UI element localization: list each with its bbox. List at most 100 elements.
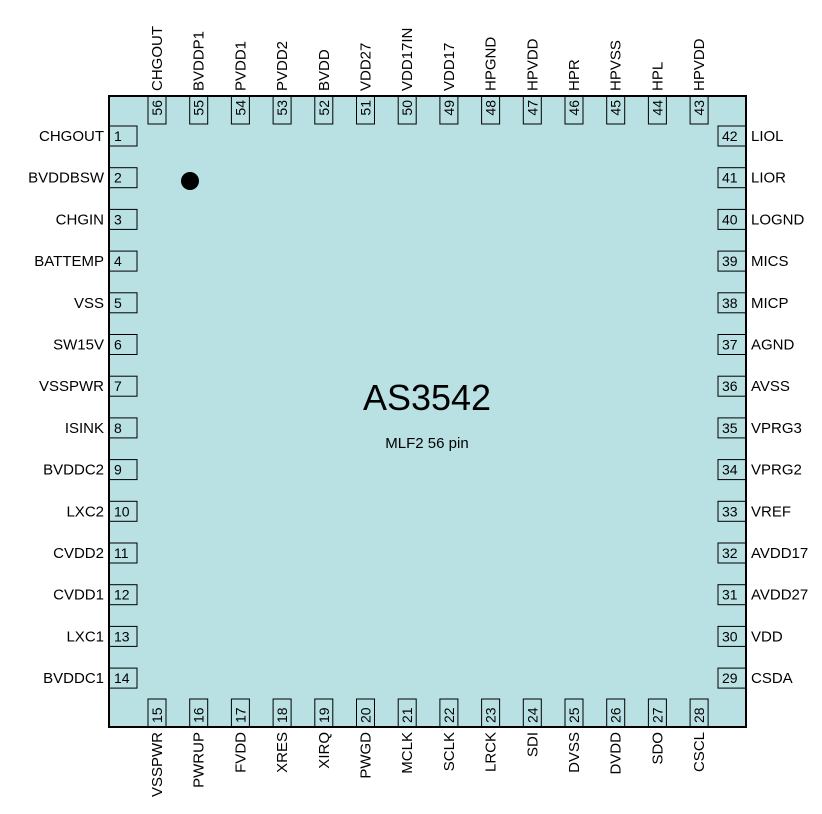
pin-25: 25 DVSS — [564, 698, 584, 773]
pin-pad — [717, 584, 747, 606]
pin-number: 43 — [691, 100, 707, 116]
pin-15: 15 VSSPWR — [147, 698, 167, 797]
pin-number: 29 — [722, 670, 738, 686]
pin-name: VSSPWR — [39, 378, 104, 395]
pin-name: PVDD2 — [274, 41, 291, 91]
pin-pad — [108, 500, 138, 522]
pin-pad — [108, 167, 138, 189]
pin-number: 48 — [483, 100, 499, 116]
pin-name: CHGOUT — [149, 26, 166, 91]
pin-name: CVDD1 — [53, 587, 104, 604]
pin-pad — [397, 95, 417, 125]
pin-54: 54 PVDD1 — [230, 41, 250, 125]
pin-number: 17 — [232, 707, 248, 723]
pin-7: 7 VSSPWR — [39, 375, 138, 397]
pin-56: 56 CHGOUT — [147, 26, 167, 125]
pin-pad — [108, 542, 138, 564]
pin-4: 4 BATTEMP — [34, 250, 138, 272]
pin-pad — [108, 667, 138, 689]
pin-number: 9 — [114, 462, 122, 478]
pin-number: 45 — [608, 100, 624, 116]
pin-name: LIOR — [751, 170, 786, 187]
pin-number: 36 — [722, 378, 738, 394]
pin-name: MICP — [751, 295, 789, 312]
pin-name: VPRG2 — [751, 462, 802, 479]
pin-31: 31 AVDD27 — [717, 584, 808, 606]
pin-name: CSCL — [691, 732, 708, 772]
pin-number: 4 — [114, 253, 122, 269]
pin-name: LOGND — [751, 211, 805, 228]
pin-pad — [481, 95, 501, 125]
pin-number: 32 — [722, 545, 738, 561]
pin-pad — [717, 375, 747, 397]
pin-number: 26 — [608, 707, 624, 723]
pin-name: CSDA — [751, 670, 793, 687]
pin-53: 53 PVDD2 — [272, 41, 292, 125]
pin-name: LXC1 — [66, 628, 104, 645]
pin-number: 56 — [149, 100, 165, 116]
pin-pad — [356, 698, 375, 728]
pin-14: 14 BVDDC1 — [43, 667, 138, 689]
pin-51: 51 VDD27 — [356, 43, 375, 125]
pin-24: 24 SDI — [522, 698, 542, 757]
pin-number: 47 — [524, 100, 540, 116]
pin-33: 33 VREF — [717, 500, 791, 522]
pin-name: FVDD — [232, 732, 249, 773]
pin-number: 53 — [274, 100, 290, 116]
pin-pad — [439, 95, 459, 125]
pin-name: PWGD — [358, 732, 375, 779]
pin-48: 48 HPGND — [481, 37, 501, 125]
pin-18: 18 XRES — [272, 698, 292, 773]
pin-34: 34 VPRG2 — [717, 459, 802, 481]
pin-pad — [717, 417, 747, 439]
pin-name: SCLK — [441, 732, 458, 771]
pin-number: 25 — [566, 707, 582, 723]
pin-number: 19 — [316, 707, 332, 723]
pin-name: SW15V — [53, 337, 104, 354]
pin-number: 41 — [722, 170, 738, 186]
pin-20: 20 PWGD — [356, 698, 375, 779]
pin-pad — [689, 698, 709, 728]
pin-name: VDD17 — [441, 43, 458, 91]
pin-name: VREF — [751, 503, 791, 520]
pin-pad — [717, 250, 747, 272]
pin-number: 6 — [114, 337, 122, 353]
pin-8: 8 ISINK — [65, 417, 138, 439]
pin-pad — [230, 698, 250, 728]
pin-number: 2 — [114, 170, 122, 186]
pin-pad — [314, 95, 334, 125]
pin-name: BVDDC1 — [43, 670, 104, 687]
pin-number: 14 — [114, 670, 130, 686]
chip-body — [108, 95, 747, 728]
pin-number: 37 — [722, 337, 738, 353]
pin-name: HPVDD — [524, 38, 541, 91]
pin-name: BVDDP1 — [191, 31, 208, 91]
pin-number: 20 — [358, 707, 374, 723]
pin-55: 55 BVDDP1 — [189, 31, 209, 125]
pin-10: 10 LXC2 — [66, 500, 138, 522]
pin-pad — [522, 698, 542, 728]
pin-50: 50 VDD17IN — [397, 28, 417, 125]
pin-number: 30 — [722, 628, 738, 644]
pin-number: 7 — [114, 378, 122, 394]
pin-pad — [717, 459, 747, 481]
pin-number: 11 — [114, 545, 129, 561]
pin-name: AVSS — [751, 378, 790, 395]
pin-pad — [564, 698, 584, 728]
pin-pad — [717, 167, 747, 189]
package-label: MLF2 56 pin — [385, 435, 468, 452]
pin-pad — [647, 95, 667, 125]
pin-pad — [481, 698, 501, 728]
pin-number: 28 — [691, 707, 707, 723]
pin-pad — [689, 95, 709, 125]
pin-pad — [314, 698, 334, 728]
pin-pad — [717, 125, 747, 147]
pin-36: 36 AVSS — [717, 375, 790, 397]
pin-number: 39 — [722, 253, 738, 269]
pin-number: 12 — [114, 587, 130, 603]
pin-pad — [647, 698, 667, 728]
pin-pad — [717, 334, 747, 355]
pin-46: 46 HPR — [564, 59, 584, 125]
pin-45: 45 HPVSS — [606, 40, 626, 125]
pin-number: 10 — [114, 503, 130, 519]
